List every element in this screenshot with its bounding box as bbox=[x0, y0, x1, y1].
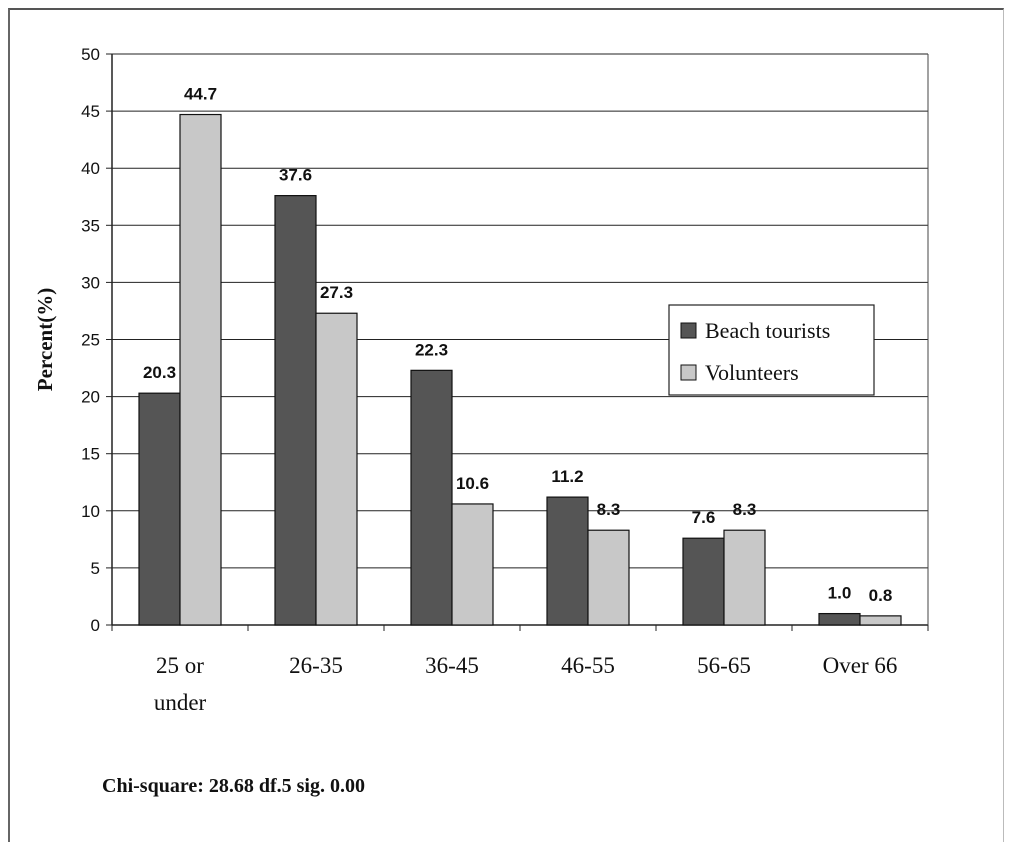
y-tick-label: 15 bbox=[81, 445, 100, 464]
y-tick-label: 30 bbox=[81, 273, 100, 292]
y-axis-label: Percent(%) bbox=[33, 288, 57, 391]
data-label: 37.6 bbox=[279, 166, 312, 185]
y-tick-label: 0 bbox=[91, 616, 100, 635]
bar-beach-tourists bbox=[546, 496, 589, 626]
y-tick-label: 40 bbox=[81, 159, 100, 178]
category-label: 25 or bbox=[156, 653, 204, 678]
bar-beach-tourists bbox=[138, 392, 181, 626]
bar-beach-tourists bbox=[274, 195, 317, 626]
y-tick-label: 50 bbox=[81, 45, 100, 64]
data-label: 0.8 bbox=[869, 586, 893, 605]
y-tick-label: 10 bbox=[81, 502, 100, 521]
data-label: 20.3 bbox=[143, 363, 176, 382]
bar-volunteers bbox=[723, 529, 766, 626]
legend-box bbox=[668, 304, 875, 396]
data-label: 10.6 bbox=[456, 474, 489, 493]
bar-beach-tourists bbox=[410, 369, 453, 626]
data-label: 11.2 bbox=[551, 467, 583, 486]
category-label: 26-35 bbox=[289, 653, 343, 678]
category-label: Over 66 bbox=[823, 653, 898, 678]
data-label: 7.6 bbox=[692, 508, 716, 527]
legend-swatch bbox=[680, 364, 697, 381]
data-label: 1.0 bbox=[828, 584, 852, 603]
bar-beach-tourists bbox=[682, 537, 725, 626]
legend-swatch bbox=[680, 322, 697, 339]
data-label: 44.7 bbox=[184, 85, 217, 104]
y-tick-label: 20 bbox=[81, 388, 100, 407]
bar-volunteers bbox=[859, 615, 902, 626]
y-tick-label: 25 bbox=[81, 331, 100, 350]
chi-square-footnote: Chi-square: 28.68 df.5 sig. 0.00 bbox=[102, 775, 365, 797]
y-tick-label: 35 bbox=[81, 216, 100, 235]
data-label: 27.3 bbox=[320, 283, 353, 302]
bar-volunteers bbox=[179, 113, 222, 626]
category-label: 46-55 bbox=[561, 653, 615, 678]
legend-label: Volunteers bbox=[705, 360, 799, 385]
category-label: 56-65 bbox=[697, 653, 751, 678]
category-label: 36-45 bbox=[425, 653, 479, 678]
y-tick-label: 45 bbox=[81, 102, 100, 121]
legend-label: Beach tourists bbox=[705, 318, 830, 343]
category-label: under bbox=[154, 690, 207, 715]
y-tick-label: 5 bbox=[91, 559, 100, 578]
bar-volunteers bbox=[587, 529, 630, 626]
data-label: 8.3 bbox=[597, 500, 621, 519]
data-label: 8.3 bbox=[733, 500, 757, 519]
data-label: 22.3 bbox=[415, 340, 448, 359]
bar-volunteers bbox=[451, 503, 494, 626]
bar-beach-tourists bbox=[818, 612, 861, 626]
bar-volunteers bbox=[315, 312, 358, 626]
